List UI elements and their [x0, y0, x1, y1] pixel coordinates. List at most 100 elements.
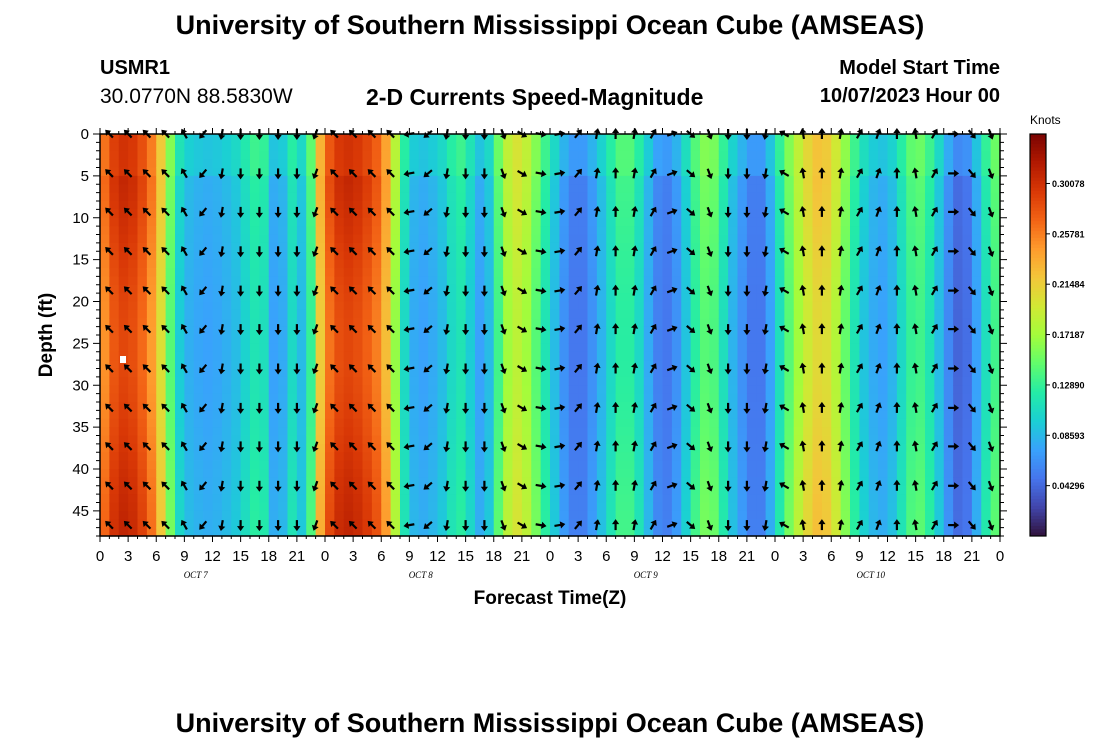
- heatmap-cell: [250, 485, 260, 495]
- heatmap-cell: [915, 326, 926, 336]
- heatmap-cell: [353, 150, 364, 160]
- heatmap-cell: [268, 343, 279, 353]
- heatmap-cell: [606, 159, 617, 169]
- heatmap-cell: [381, 268, 392, 277]
- heatmap-cell: [915, 268, 926, 277]
- heatmap-cell: [268, 175, 279, 185]
- heatmap-cell: [971, 226, 982, 236]
- heatmap-cell: [981, 217, 992, 227]
- heatmap-cell: [531, 309, 542, 319]
- heatmap-cell: [203, 284, 214, 294]
- heatmap-cell: [868, 276, 879, 286]
- heatmap-cell: [578, 418, 589, 428]
- heatmap-cell: [203, 293, 214, 303]
- heatmap-cell: [315, 301, 326, 311]
- heatmap-cell: [212, 435, 223, 445]
- heatmap-cell: [550, 150, 560, 160]
- heatmap-cell: [784, 276, 795, 286]
- heatmap-cell: [765, 276, 776, 286]
- heatmap-cell: [287, 293, 298, 303]
- heatmap-cell: [128, 309, 139, 319]
- heatmap-cell: [418, 192, 429, 202]
- heatmap-cell: [671, 494, 682, 504]
- heatmap-cell: [925, 527, 935, 537]
- heatmap-cell: [728, 335, 739, 344]
- heatmap-cell: [925, 167, 935, 177]
- heatmap-cell: [165, 184, 176, 194]
- heatmap-cell: [934, 360, 945, 370]
- heatmap-cell: [643, 259, 654, 269]
- heatmap-cell: [137, 335, 148, 344]
- heatmap-cell: [203, 318, 214, 328]
- heatmap-cell: [981, 494, 992, 504]
- heatmap-cell: [371, 326, 382, 336]
- heatmap-cell: [521, 301, 532, 311]
- heatmap-cell: [746, 209, 757, 219]
- heatmap-cell: [240, 159, 251, 169]
- heatmap-cell: [503, 276, 514, 286]
- heatmap-cell: [953, 527, 964, 537]
- heatmap-cell: [962, 326, 973, 336]
- heatmap-cell: [550, 502, 560, 512]
- heatmap-cell: [596, 326, 607, 336]
- current-arrow: [517, 208, 528, 216]
- heatmap-cell: [643, 335, 654, 344]
- heatmap-cell: [437, 293, 448, 303]
- heatmap-cell: [615, 418, 626, 428]
- heatmap-cell: [184, 234, 195, 244]
- heatmap-cell: [850, 376, 860, 386]
- heatmap-cell: [250, 259, 260, 269]
- heatmap-cell: [962, 469, 973, 478]
- heatmap-cell: [240, 142, 251, 152]
- heatmap-cell: [512, 318, 523, 328]
- heatmap-cell: [662, 351, 673, 361]
- current-arrow: [554, 169, 566, 177]
- heatmap-cell: [868, 242, 879, 252]
- heatmap-cell: [128, 268, 139, 277]
- heatmap-cell: [531, 217, 542, 227]
- heatmap-cell: [709, 385, 720, 395]
- heatmap-cell: [943, 318, 954, 328]
- heatmap-cell: [943, 443, 954, 453]
- heatmap-cell: [962, 494, 973, 504]
- heatmap-cell: [437, 351, 448, 361]
- heatmap-cell: [287, 477, 298, 487]
- heatmap-cell: [390, 209, 401, 219]
- heatmap-cell: [165, 385, 176, 395]
- heatmap-cell: [390, 360, 401, 370]
- heatmap-cell: [428, 351, 439, 361]
- heatmap-cell: [390, 385, 401, 395]
- current-arrow: [218, 519, 226, 532]
- heatmap-cell: [906, 301, 917, 311]
- heatmap-cell: [100, 167, 110, 177]
- current-arrow: [311, 520, 319, 531]
- heatmap-cell: [878, 276, 889, 286]
- heatmap-cell: [325, 335, 335, 344]
- heatmap-cell: [606, 167, 617, 177]
- heatmap-cell: [128, 251, 139, 261]
- heatmap-cell: [700, 452, 710, 462]
- heatmap-cell: [625, 326, 635, 336]
- heatmap-cell: [550, 376, 560, 386]
- heatmap-cell: [100, 410, 110, 420]
- heatmap-cell: [550, 184, 560, 194]
- heatmap-cell: [221, 217, 232, 227]
- heatmap-cell: [296, 167, 307, 177]
- heatmap-cell: [709, 469, 720, 478]
- current-arrow: [535, 443, 547, 451]
- heatmap-cell: [259, 393, 270, 403]
- heatmap-cell: [296, 192, 307, 202]
- current-arrow: [123, 481, 133, 491]
- heatmap-cell: [409, 192, 420, 202]
- heatmap-cell: [381, 460, 392, 470]
- heatmap-cell: [137, 485, 148, 495]
- heatmap-cell: [165, 519, 176, 529]
- heatmap-cell: [306, 159, 317, 169]
- heatmap-cell: [493, 368, 504, 378]
- heatmap-cell: [512, 142, 523, 152]
- heatmap-cell: [184, 159, 195, 169]
- heatmap-cell: [943, 326, 954, 336]
- heatmap-cell: [812, 335, 823, 344]
- heatmap-cell: [728, 360, 739, 370]
- heatmap-cell: [193, 494, 204, 504]
